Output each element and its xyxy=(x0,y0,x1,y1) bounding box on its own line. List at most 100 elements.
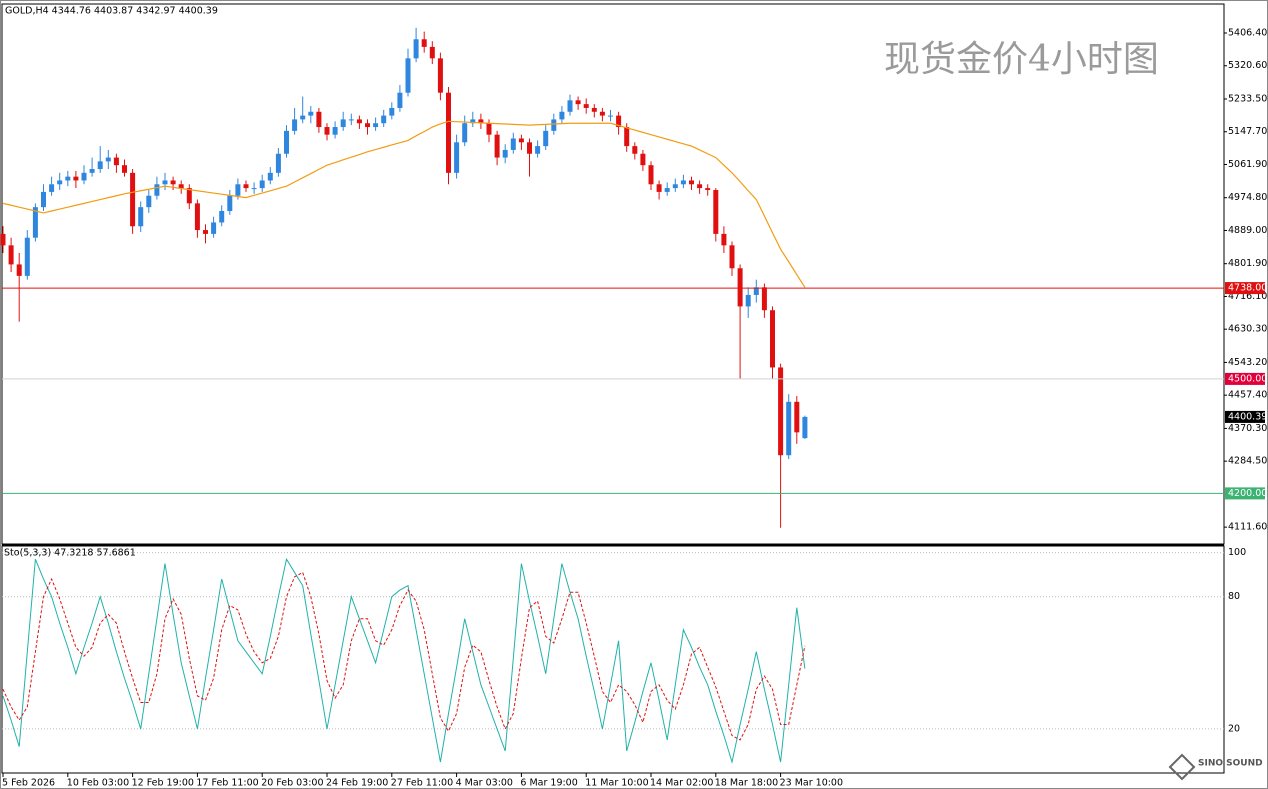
candle-body xyxy=(178,184,184,189)
candle-body xyxy=(672,184,678,189)
oscillator-title: Sto(5,3,3) 47.3218 57.6861 xyxy=(4,548,136,559)
candle-body xyxy=(105,157,111,162)
candle-body xyxy=(211,222,217,234)
candle-body xyxy=(608,115,613,117)
y-tick-label: 5406.40 xyxy=(1228,28,1267,39)
candle-body xyxy=(778,367,784,456)
candle-body xyxy=(494,134,500,158)
candle-body xyxy=(745,294,751,307)
candle-body xyxy=(518,138,524,143)
candle-body xyxy=(348,119,354,121)
oscillator-panel xyxy=(1,545,1225,774)
candle-body xyxy=(470,119,476,124)
level-label: 4500.00 xyxy=(1228,373,1267,384)
candle-body xyxy=(389,107,395,116)
candle-body xyxy=(632,146,638,154)
candle-body xyxy=(65,176,71,181)
candle-body xyxy=(737,268,743,307)
candle-body xyxy=(275,153,281,173)
chart-header: GOLD,H4 4344.76 4403.87 4342.97 4400.39 xyxy=(5,6,218,17)
candle-body xyxy=(429,46,435,59)
x-tick-label: 10 Feb 03:00 xyxy=(67,778,129,789)
candle-body xyxy=(656,184,662,192)
candle-body xyxy=(648,165,654,185)
y-tick-label: 5233.50 xyxy=(1228,93,1267,104)
x-tick-label: 27 Feb 11:00 xyxy=(391,778,453,789)
candle-body xyxy=(527,142,532,154)
candle-body xyxy=(365,123,370,128)
candle-body xyxy=(130,172,136,227)
candle-body xyxy=(713,190,719,234)
candle-body xyxy=(122,165,127,173)
candle-body xyxy=(138,207,144,227)
candle-body xyxy=(421,39,427,47)
logo-icon xyxy=(1168,753,1196,781)
x-tick-label: 4 Mar 03:00 xyxy=(456,778,513,789)
candle-body xyxy=(535,146,541,154)
y-tick-label: 80 xyxy=(1228,591,1240,602)
candle-body xyxy=(300,115,306,120)
y-tick-label: 5147.70 xyxy=(1228,126,1267,137)
candle-body xyxy=(413,39,419,59)
candle-body xyxy=(680,180,686,185)
x-tick-label: 11 Mar 10:00 xyxy=(585,778,648,789)
candle-body xyxy=(446,92,451,173)
y-tick-label: 4370.30 xyxy=(1228,423,1267,434)
price-label: 4400.39 xyxy=(1228,411,1267,422)
candle-body xyxy=(0,233,6,246)
x-tick-label: 20 Feb 03:00 xyxy=(261,778,323,789)
candle-body xyxy=(356,119,362,124)
candle-body xyxy=(73,176,79,181)
x-tick-label: 17 Feb 11:00 xyxy=(196,778,258,789)
level-label-box xyxy=(1225,487,1265,500)
candle-body xyxy=(57,180,63,185)
y-tick-label: 100 xyxy=(1228,547,1246,558)
candle-body xyxy=(405,58,411,93)
y-tick-label: 4630.30 xyxy=(1228,324,1267,335)
candle-body xyxy=(802,416,808,439)
candle-body xyxy=(664,188,670,192)
candle-body xyxy=(203,230,208,234)
candle-body xyxy=(761,287,767,311)
x-tick-label: 24 Feb 19:00 xyxy=(326,778,388,789)
y-tick-label: 5061.90 xyxy=(1228,159,1267,170)
candle-body xyxy=(599,111,605,116)
candle-body xyxy=(243,184,249,189)
candle-body xyxy=(624,127,630,147)
candle-body xyxy=(324,127,330,135)
candle-body xyxy=(194,203,200,231)
level-label-box xyxy=(1225,282,1265,295)
candle-body xyxy=(510,138,516,150)
candle-body xyxy=(81,172,87,181)
candle-body xyxy=(381,115,387,124)
candle-body xyxy=(24,237,30,276)
candle-body xyxy=(689,180,694,185)
x-tick-label: 14 Mar 02:00 xyxy=(650,778,713,789)
candle-body xyxy=(146,195,152,208)
candle-body xyxy=(186,188,192,204)
y-tick-label: 4716.10 xyxy=(1228,291,1267,302)
candle-body xyxy=(486,123,492,135)
x-tick-label: 12 Feb 19:00 xyxy=(132,778,194,789)
candle-body xyxy=(308,111,314,116)
candle-body xyxy=(583,104,589,108)
candle-body xyxy=(640,153,646,166)
candle-body xyxy=(32,207,38,238)
logo: SINO SOUND xyxy=(1168,753,1263,781)
y-tick-label: 4284.50 xyxy=(1228,456,1267,467)
candle-body xyxy=(502,149,508,158)
candle-body xyxy=(89,169,95,173)
candle-body xyxy=(373,123,379,128)
candle-body xyxy=(753,287,759,295)
candle-body xyxy=(705,188,711,191)
y-tick-label: 4801.90 xyxy=(1228,258,1267,269)
candle-body xyxy=(794,401,800,433)
candle-body xyxy=(16,264,22,276)
candle-body xyxy=(786,401,792,456)
moving-average xyxy=(2,120,806,288)
oscillator-line xyxy=(2,557,806,764)
candle-body xyxy=(575,100,581,105)
x-tick-label: 6 Mar 19:00 xyxy=(520,778,577,789)
